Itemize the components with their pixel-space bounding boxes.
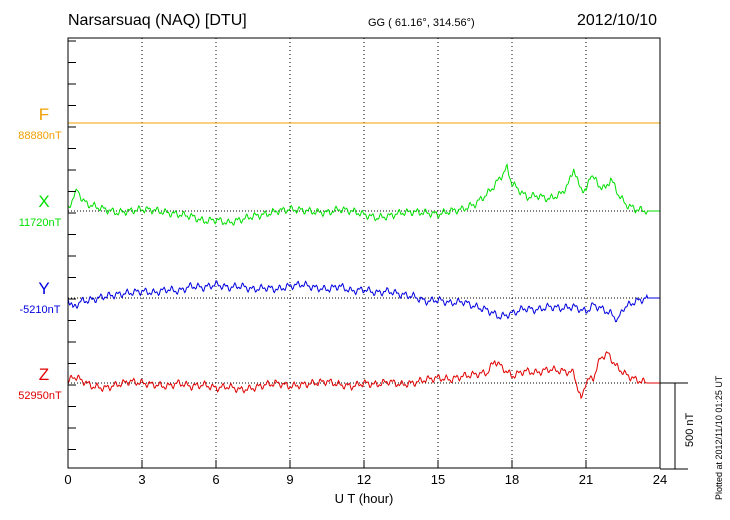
date-label: 2012/10/10 — [577, 12, 658, 29]
x-tick-label: 3 — [138, 472, 145, 487]
series-baseline-value-z: 52950nT — [18, 390, 62, 402]
x-tick-label: 21 — [579, 472, 593, 487]
x-tick-label: 15 — [431, 472, 445, 487]
x-axis-label: U T (hour) — [335, 491, 394, 506]
x-tick-label: 24 — [653, 472, 667, 487]
x-tick-label: 6 — [212, 472, 219, 487]
plotted-timestamp: Plotted at 2012/11/10 01:25 UT — [714, 375, 724, 500]
series-baseline-value-x: 11720nT — [19, 217, 62, 229]
series-line-y — [67, 280, 660, 323]
station-title: Narsarsuaq (NAQ) [DTU] — [68, 12, 247, 29]
series-baseline-value-y: -5210nT — [20, 304, 61, 316]
series-line-z — [67, 351, 660, 400]
series-name-x: X — [38, 192, 49, 211]
x-tick-label: 0 — [64, 472, 71, 487]
x-tick-label: 12 — [357, 472, 371, 487]
series-name-z: Z — [39, 365, 49, 384]
series-line-x — [67, 162, 660, 226]
x-tick-label: 9 — [286, 472, 293, 487]
x-tick-label: 18 — [505, 472, 519, 487]
series-name-f: F — [39, 105, 49, 124]
series-baseline-value-f: 88880nT — [18, 130, 62, 142]
scale-bar-label: 500 nT — [684, 412, 696, 447]
coordinates-label: GG ( 61.16°, 314.56°) — [368, 17, 475, 29]
series-name-y: Y — [38, 279, 49, 298]
